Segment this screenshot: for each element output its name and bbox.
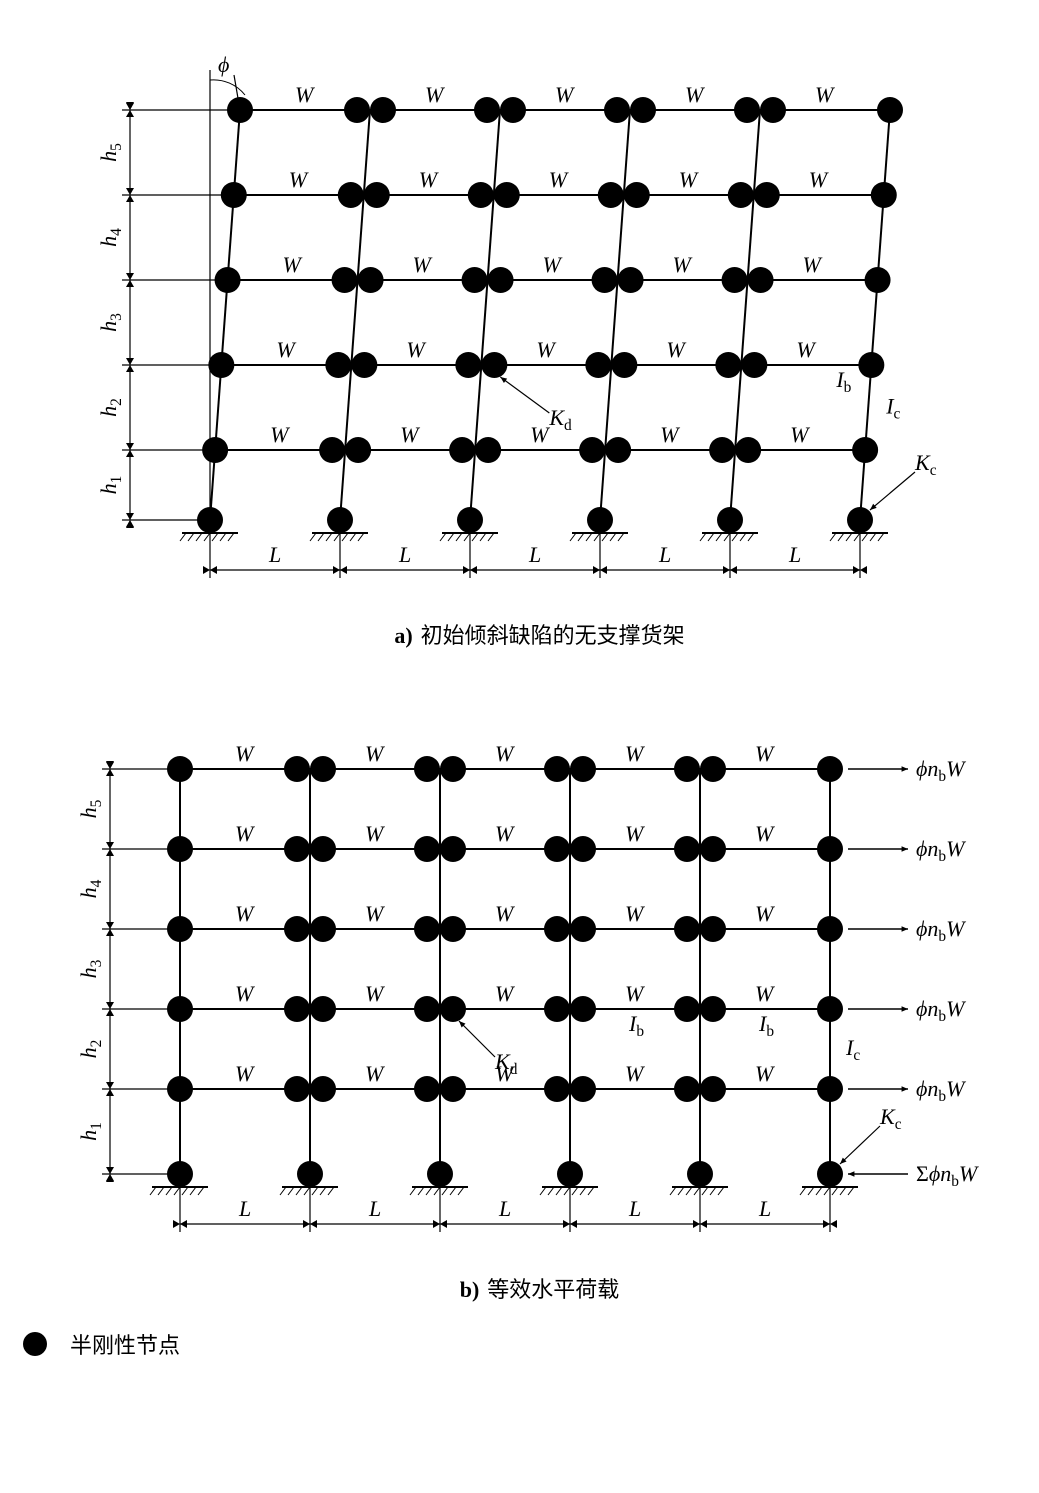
svg-text:W: W: [270, 422, 290, 447]
svg-text:ϕnbW: ϕnbW: [916, 996, 966, 1025]
svg-text:W: W: [660, 422, 680, 447]
caption-b-letter: b): [460, 1277, 480, 1302]
svg-text:h3: h3: [96, 313, 125, 332]
svg-text:W: W: [796, 337, 816, 362]
caption-b: b) 等效水平荷载: [20, 1272, 1039, 1304]
svg-text:h1: h1: [76, 1122, 105, 1141]
svg-text:Kc: Kc: [879, 1104, 902, 1133]
svg-text:W: W: [755, 981, 775, 1006]
diagram-a: ϕ W W W W W W W W W W W W W W W W W W W W W W W W W Ib Ic Kd Kc L L L L Lh…: [20, 20, 1020, 610]
svg-text:W: W: [755, 901, 775, 926]
svg-text:Kc: Kc: [914, 450, 937, 479]
svg-text:ϕ: ϕ: [218, 52, 229, 77]
caption-a-text: 初始倾斜缺陷的无支撑货架: [421, 623, 685, 648]
svg-text:W: W: [283, 252, 303, 277]
svg-text:h1: h1: [96, 476, 125, 495]
svg-text:h4: h4: [76, 879, 105, 898]
svg-text:W: W: [673, 252, 693, 277]
svg-text:W: W: [406, 337, 426, 362]
svg-text:Ic: Ic: [885, 394, 900, 423]
svg-text:W: W: [666, 337, 686, 362]
svg-text:W: W: [803, 252, 823, 277]
svg-text:L: L: [238, 1196, 251, 1221]
svg-text:W: W: [536, 337, 556, 362]
svg-text:L: L: [368, 1196, 381, 1221]
legend-node-icon: [20, 1329, 50, 1359]
svg-text:W: W: [790, 422, 810, 447]
diagram-b: WWWWWWWWWWWWWWWWWWWWWWWWWIbIbIcKdKcϕnbWϕ…: [20, 674, 1020, 1264]
caption-a-letter: a): [394, 623, 412, 648]
svg-text:W: W: [755, 821, 775, 846]
figure-a: ϕ W W W W W W W W W W W W W W W W W W W W W W W W W Ib Ic Kd Kc L L L L Lh…: [20, 20, 1039, 650]
svg-text:W: W: [235, 741, 255, 766]
svg-text:W: W: [235, 1061, 255, 1086]
svg-text:Kd: Kd: [494, 1049, 518, 1078]
svg-text:ϕnbW: ϕnbW: [916, 1076, 966, 1105]
svg-text:h2: h2: [96, 398, 125, 417]
svg-text:W: W: [543, 252, 563, 277]
svg-text:W: W: [679, 167, 699, 192]
svg-text:W: W: [365, 1061, 385, 1086]
svg-text:h3: h3: [76, 959, 105, 978]
svg-text:W: W: [555, 82, 575, 107]
figure-b: WWWWWWWWWWWWWWWWWWWWWWWWWIbIbIcKdKcϕnbWϕ…: [20, 674, 1039, 1304]
svg-text:L: L: [528, 542, 541, 567]
svg-text:W: W: [625, 821, 645, 846]
svg-text:Ib: Ib: [835, 367, 851, 396]
svg-text:W: W: [235, 901, 255, 926]
svg-text:L: L: [758, 1196, 771, 1221]
svg-text:W: W: [530, 422, 550, 447]
svg-text:W: W: [809, 167, 829, 192]
svg-text:W: W: [425, 82, 445, 107]
svg-text:L: L: [398, 542, 411, 567]
svg-text:ϕnbW: ϕnbW: [916, 836, 966, 865]
svg-text:W: W: [365, 741, 385, 766]
legend-text: 半刚性节点: [70, 1328, 180, 1360]
svg-text:L: L: [658, 542, 671, 567]
svg-text:W: W: [495, 981, 515, 1006]
svg-text:W: W: [685, 82, 705, 107]
svg-text:W: W: [495, 821, 515, 846]
svg-text:W: W: [365, 901, 385, 926]
svg-text:W: W: [625, 981, 645, 1006]
caption-a: a) 初始倾斜缺陷的无支撑货架: [20, 618, 1039, 650]
svg-text:W: W: [365, 821, 385, 846]
svg-text:W: W: [235, 981, 255, 1006]
svg-text:W: W: [276, 337, 296, 362]
svg-text:W: W: [400, 422, 420, 447]
svg-text:h5: h5: [76, 799, 105, 818]
svg-text:W: W: [755, 1061, 775, 1086]
svg-text:Kd: Kd: [548, 405, 572, 434]
svg-text:W: W: [625, 1061, 645, 1086]
svg-text:ϕnbW: ϕnbW: [916, 916, 966, 945]
svg-text:W: W: [289, 167, 309, 192]
svg-text:h2: h2: [76, 1040, 105, 1059]
svg-text:L: L: [268, 542, 281, 567]
svg-text:W: W: [815, 82, 835, 107]
svg-text:W: W: [419, 167, 439, 192]
svg-text:W: W: [235, 821, 255, 846]
svg-text:Ic: Ic: [845, 1035, 860, 1064]
svg-text:W: W: [625, 741, 645, 766]
svg-text:W: W: [625, 901, 645, 926]
svg-text:W: W: [549, 167, 569, 192]
svg-text:L: L: [498, 1196, 511, 1221]
svg-text:ϕnbW: ϕnbW: [916, 756, 966, 785]
svg-text:Ib: Ib: [758, 1011, 774, 1040]
svg-text:W: W: [365, 981, 385, 1006]
svg-text:W: W: [495, 901, 515, 926]
svg-text:W: W: [295, 82, 315, 107]
svg-text:W: W: [413, 252, 433, 277]
svg-text:L: L: [788, 542, 801, 567]
svg-text:Ib: Ib: [628, 1011, 644, 1040]
legend: 半刚性节点: [20, 1328, 1039, 1360]
svg-text:h5: h5: [96, 143, 125, 162]
svg-text:L: L: [628, 1196, 641, 1221]
svg-text:W: W: [755, 741, 775, 766]
svg-text:W: W: [495, 741, 515, 766]
caption-b-text: 等效水平荷载: [487, 1277, 619, 1302]
svg-text:h4: h4: [96, 228, 125, 247]
svg-text:ΣϕnbW: ΣϕnbW: [916, 1161, 979, 1190]
